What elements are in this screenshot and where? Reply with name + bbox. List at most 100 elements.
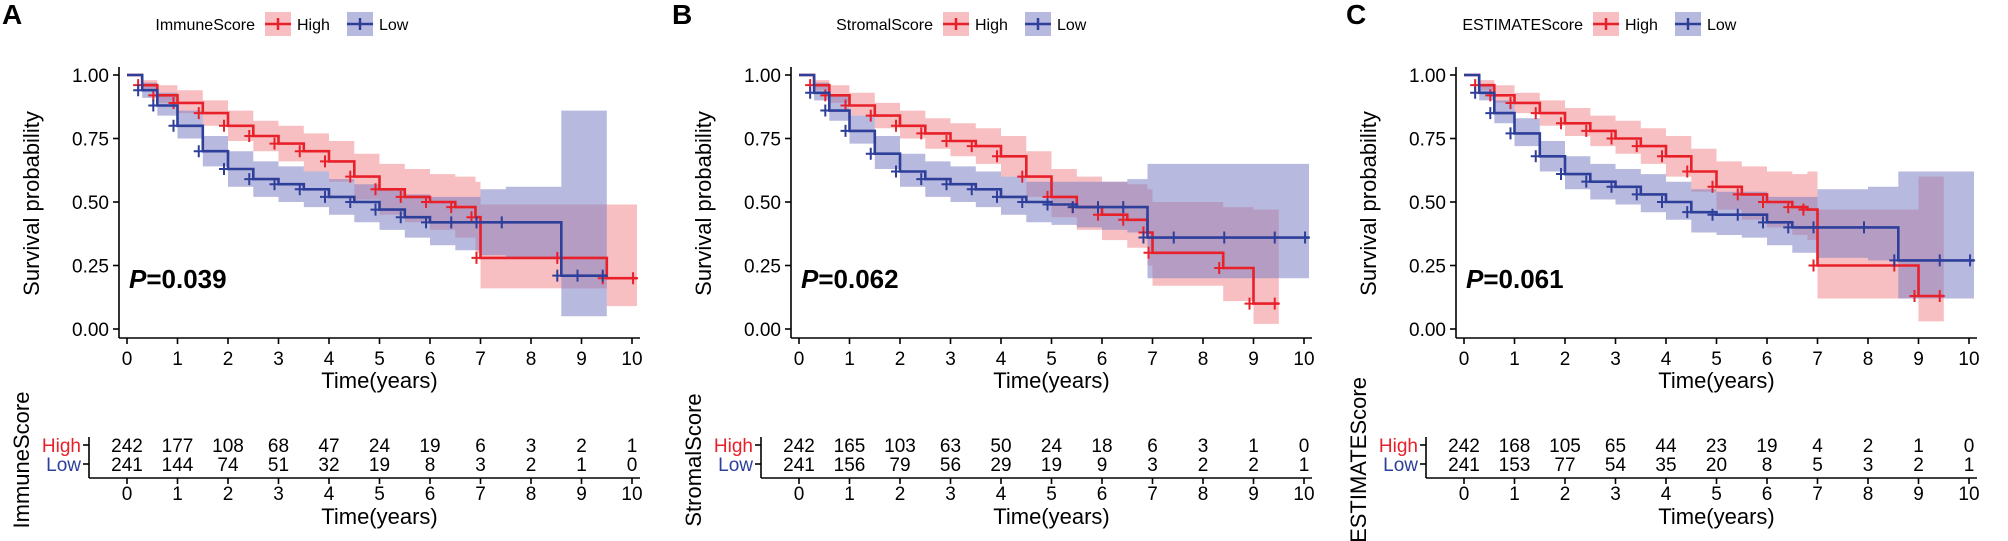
censor-mark-low: [966, 183, 977, 196]
x-tick-label: 9: [576, 349, 587, 370]
risk-row-label-low: Low: [1383, 455, 1418, 476]
panel-a: A ImmuneScore High Low0.000.250.500.751.000…: [2, 0, 643, 529]
risk-count: 241: [111, 455, 143, 476]
legend: ImmuneScore High Low: [155, 12, 409, 36]
risk-x-tick-label: 3: [1610, 484, 1621, 505]
censor-mark-low: [597, 269, 608, 282]
y-tick-label: 0.50: [744, 193, 781, 214]
y-tick-label: 0.00: [744, 320, 781, 341]
risk-x-tick-label: 3: [945, 484, 956, 505]
risk-count: 20: [1706, 455, 1727, 476]
censor-mark-high: [941, 135, 952, 148]
censor-mark-low: [1269, 231, 1280, 244]
censor-mark-high: [1707, 180, 1718, 193]
panel-letter: B: [672, 0, 692, 30]
ci-band-low: [127, 75, 607, 317]
x-tick-label: 5: [1711, 349, 1722, 370]
censor-mark-low: [1732, 208, 1743, 221]
censor-mark-low: [1042, 198, 1053, 211]
y-tick-label: 0.25: [744, 257, 781, 278]
risk-count: 1: [1913, 436, 1924, 457]
risk-count: 3: [1198, 436, 1209, 457]
risk-count: 9: [1097, 455, 1108, 476]
x-tick-label: 4: [324, 349, 335, 370]
censor-mark-high: [294, 145, 305, 158]
risk-count: 18: [1091, 436, 1112, 457]
x-tick-label: 4: [996, 349, 1007, 370]
censor-mark-high: [395, 190, 406, 203]
x-tick-label: 7: [475, 349, 486, 370]
risk-y-axis-label: StromalScore: [681, 393, 706, 526]
risk-count: 77: [1554, 455, 1575, 476]
censor-mark-low: [471, 216, 482, 229]
censor-mark-low: [133, 84, 144, 97]
censor-mark-low: [1889, 254, 1900, 267]
risk-count: 32: [318, 455, 339, 476]
risk-count: 103: [884, 436, 916, 457]
censor-mark-high: [1798, 203, 1809, 216]
x-tick-label: 7: [1812, 349, 1823, 370]
risk-x-tick-label: 10: [1293, 484, 1314, 505]
y-tick-label: 1.00: [744, 66, 781, 87]
risk-count: 242: [1448, 436, 1480, 457]
risk-count: 51: [268, 455, 289, 476]
censor-mark-low: [916, 173, 927, 186]
risk-row-label-low: Low: [46, 455, 81, 476]
x-tick-label: 6: [425, 349, 436, 370]
censor-mark-high: [1505, 96, 1516, 109]
risk-count: 5: [1812, 455, 1823, 476]
risk-count: 3: [475, 455, 486, 476]
p-value-prefix: P: [801, 264, 819, 294]
censor-mark-low: [1657, 196, 1667, 208]
x-tick-label: 8: [526, 349, 537, 370]
risk-count: 79: [889, 455, 910, 476]
x-tick-label: 2: [1560, 349, 1571, 370]
risk-x-tick-label: 6: [425, 484, 436, 505]
risk-x-tick-label: 10: [1958, 484, 1979, 505]
censor-mark-low: [269, 178, 280, 191]
censor-mark-low: [1631, 188, 1642, 201]
censor-mark-high: [168, 96, 179, 109]
censor-mark-high: [446, 201, 457, 214]
risk-count: 1: [1964, 455, 1975, 476]
survival-curve-high: [799, 73, 1279, 305]
censor-mark-low: [168, 119, 179, 132]
censor-mark-low: [805, 86, 816, 99]
risk-count: 6: [1147, 436, 1158, 457]
censor-mark-low: [1168, 231, 1179, 244]
censor-mark-low: [1606, 180, 1617, 193]
censor-mark-low: [345, 196, 356, 208]
censor-mark-low: [421, 216, 431, 229]
censor-mark-high: [1808, 259, 1819, 272]
risk-count: 19: [1041, 455, 1062, 476]
risk-count: 35: [1655, 455, 1676, 476]
censor-mark-low: [370, 203, 381, 216]
risk-count: 3: [1863, 455, 1874, 476]
risk-y-axis-label: ESTIMATEScore: [1346, 377, 1371, 541]
risk-count: 242: [111, 436, 143, 457]
risk-count: 0: [1964, 436, 1975, 457]
risk-count: 3: [526, 436, 537, 457]
p-value-prefix: P: [129, 264, 147, 294]
censor-mark-low: [244, 173, 255, 186]
risk-x-tick-label: 2: [895, 484, 906, 505]
risk-count: 56: [940, 455, 961, 476]
risk-count: 153: [1499, 455, 1531, 476]
legend-label-low: Low: [379, 17, 409, 34]
risk-x-tick-label: 5: [1711, 484, 1722, 505]
censor-mark-low: [1118, 201, 1129, 214]
risk-count: 24: [1041, 436, 1063, 457]
p-value: P=0.039: [129, 264, 227, 294]
risk-x-tick-label: 7: [475, 484, 486, 505]
x-tick-label: 3: [1610, 349, 1621, 370]
risk-row-label-low: Low: [718, 455, 753, 476]
risk-count: 1: [1299, 455, 1310, 476]
y-tick-label: 0.50: [1409, 193, 1446, 214]
legend-title: StromalScore: [836, 17, 933, 34]
x-tick-label: 10: [1958, 349, 1979, 370]
censor-mark-low: [1300, 231, 1311, 244]
x-tick-label: 9: [1913, 349, 1924, 370]
censor-mark-high: [1556, 117, 1566, 130]
censor-mark-low: [496, 216, 507, 229]
